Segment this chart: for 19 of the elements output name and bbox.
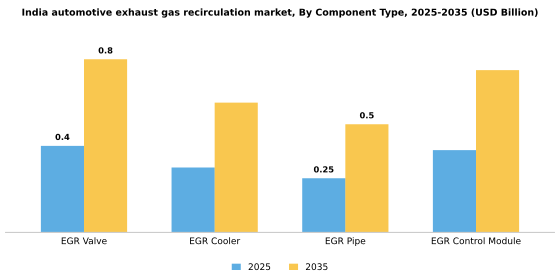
bar bbox=[214, 102, 258, 232]
legend-label: 2025 bbox=[248, 263, 270, 270]
bar bbox=[432, 150, 476, 232]
bar bbox=[302, 178, 346, 232]
data-label: 0.25 bbox=[314, 166, 334, 173]
legend-label: 2035 bbox=[306, 263, 328, 270]
bar bbox=[172, 167, 215, 232]
chart-title: India automotive exhaust gas recirculation market, By Component Type, 2025-2035 (USD Billion) bbox=[22, 8, 538, 18]
x-tick-label: EGR Control Module bbox=[432, 237, 521, 244]
bar bbox=[40, 146, 84, 232]
data-label: 0.4 bbox=[55, 134, 70, 140]
x-tick-label: EGR Pipe bbox=[326, 237, 366, 246]
x-tick-label: EGR Cooler bbox=[190, 237, 240, 244]
data-label: 0.5 bbox=[360, 112, 374, 118]
bar bbox=[476, 70, 520, 232]
bar bbox=[84, 59, 128, 232]
x-tick-label: EGR Valve bbox=[62, 237, 107, 244]
bar bbox=[345, 124, 388, 232]
data-label: 0.8 bbox=[98, 47, 112, 54]
